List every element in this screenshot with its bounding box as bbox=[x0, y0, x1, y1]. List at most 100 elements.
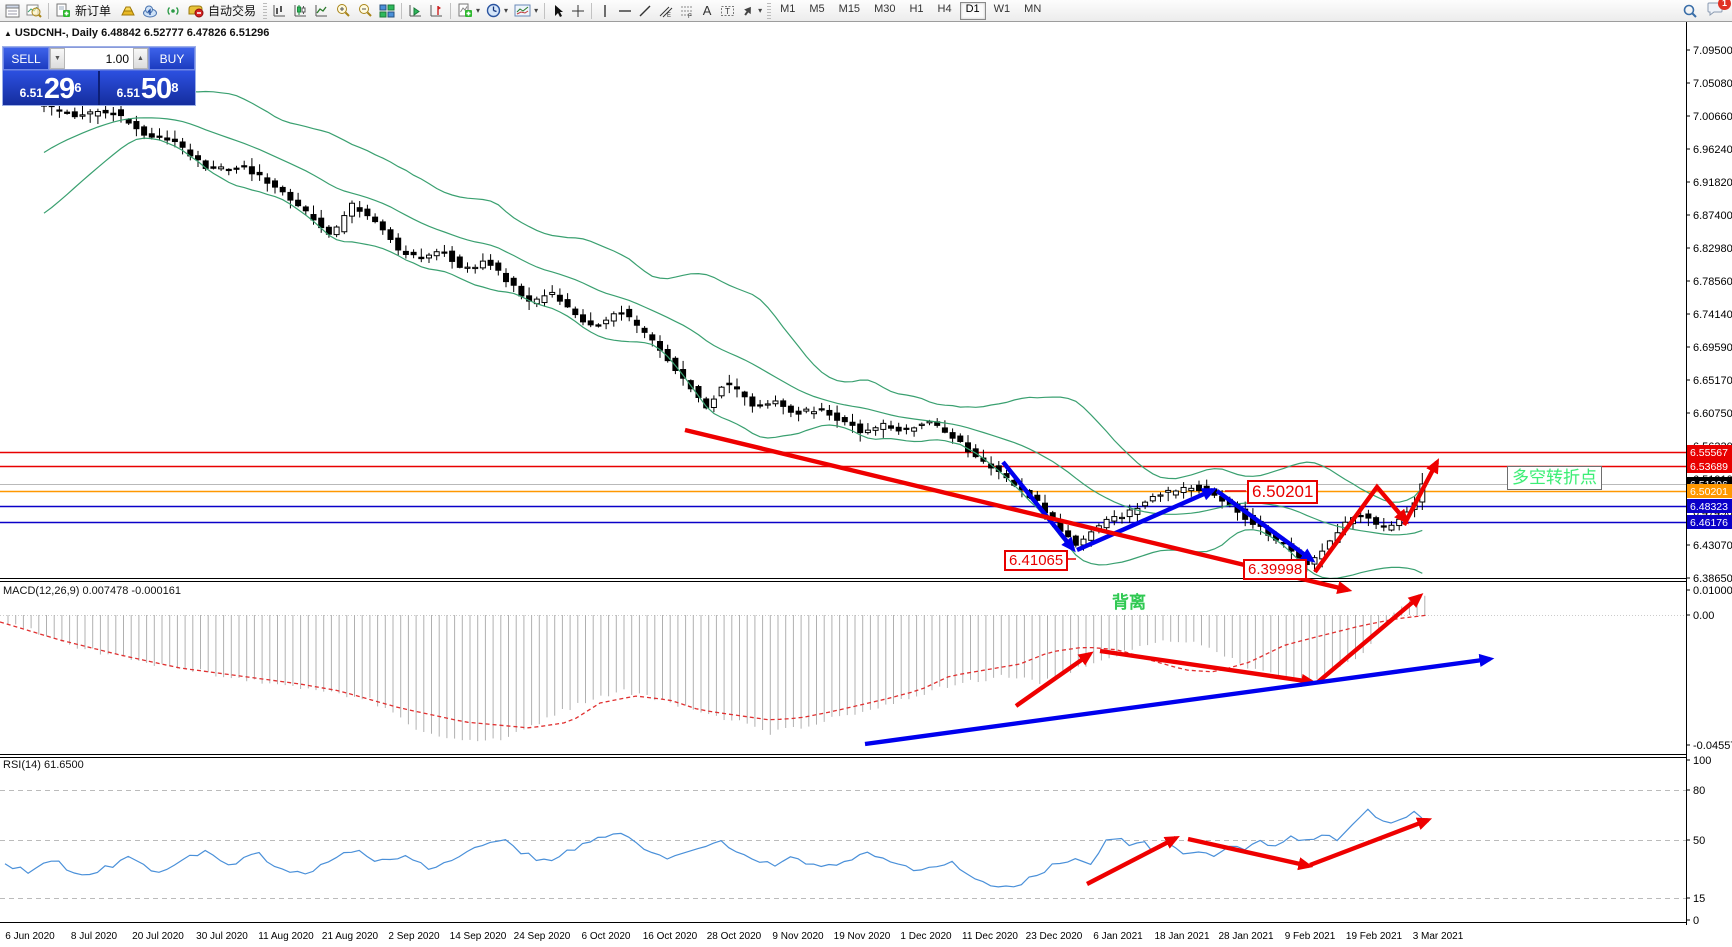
trend-arrow[interactable] bbox=[1076, 487, 1218, 553]
candle-body bbox=[472, 266, 479, 270]
timeframe-button-d1[interactable]: D1 bbox=[959, 1, 986, 20]
sell-button[interactable]: SELL bbox=[3, 47, 49, 70]
candlestick-mode-icon[interactable] bbox=[290, 1, 311, 21]
text-label-tool[interactable]: T bbox=[717, 1, 738, 21]
zoom-out-icon[interactable] bbox=[354, 1, 376, 21]
volume-increase-button[interactable]: ▲ bbox=[133, 48, 148, 69]
chart-autoscroll-icon[interactable] bbox=[405, 1, 426, 21]
rsi-indicator-label: RSI(14) 61.6500 bbox=[3, 759, 84, 771]
toolbar-grip[interactable] bbox=[767, 2, 772, 19]
candle-body bbox=[841, 417, 848, 423]
bar-chart-mode-icon[interactable] bbox=[269, 1, 290, 21]
trend-arrow[interactable] bbox=[864, 653, 1495, 747]
price-axis-tick-label: 6.43070 bbox=[1693, 540, 1732, 552]
date-axis-label: 18 Jan 2021 bbox=[1154, 931, 1209, 942]
timeframe-button-m30[interactable]: M30 bbox=[874, 2, 896, 15]
periods-dropdown-caret: ▾ bbox=[504, 6, 509, 15]
divergence-annotation[interactable]: 背离 bbox=[1112, 593, 1146, 612]
candle-body bbox=[587, 320, 594, 326]
volume-input[interactable] bbox=[65, 48, 133, 69]
timeframe-button-mn[interactable]: MN bbox=[1024, 2, 1042, 15]
data-window-icon[interactable] bbox=[23, 1, 45, 21]
candle-body bbox=[734, 386, 740, 390]
volume-decrease-button[interactable]: ▼ bbox=[50, 48, 65, 69]
collapse-triangle-icon[interactable]: ▲ bbox=[4, 29, 12, 38]
trend-arrow[interactable] bbox=[1099, 648, 1317, 688]
cursor-tool[interactable] bbox=[548, 1, 568, 21]
timeframe-button-h4[interactable]: H4 bbox=[937, 2, 952, 15]
new-order-button[interactable]: 新订单 bbox=[52, 1, 116, 21]
periods-button[interactable]: ▾ bbox=[483, 1, 511, 21]
chart-shift-icon[interactable] bbox=[426, 1, 447, 21]
price-annotation-low-1[interactable]: 6.41065 bbox=[1004, 550, 1069, 571]
candle-body bbox=[618, 312, 625, 315]
candle-body bbox=[818, 408, 825, 411]
trend-arrow[interactable] bbox=[1187, 836, 1314, 871]
template-button[interactable]: ▾ bbox=[511, 1, 541, 21]
date-axis-label: 2 Sep 2020 bbox=[388, 931, 440, 942]
timeframe-button-m1[interactable]: M1 bbox=[780, 2, 796, 15]
trendline-tool[interactable] bbox=[635, 1, 655, 21]
buy-button[interactable]: BUY bbox=[149, 47, 195, 70]
trend-arrow[interactable] bbox=[1085, 835, 1180, 886]
date-axis-label: 30 Jul 2020 bbox=[196, 931, 248, 942]
date-axis-label: 3 Mar 2021 bbox=[1413, 931, 1464, 942]
price-axis-tick-label: 6.38650 bbox=[1693, 573, 1732, 585]
rsi-line bbox=[4, 808, 1423, 888]
candle-body bbox=[641, 327, 648, 333]
market-watch-panel-icon[interactable] bbox=[2, 1, 23, 21]
equidistant-channel-tool[interactable]: E bbox=[655, 1, 676, 21]
timeframe-button-m5[interactable]: M5 bbox=[809, 2, 825, 15]
indicator-dropdown-caret: ▾ bbox=[476, 6, 481, 15]
cloud-upload-icon[interactable] bbox=[139, 1, 162, 21]
search-icon[interactable] bbox=[1679, 1, 1701, 21]
text-tool[interactable]: A bbox=[702, 3, 712, 18]
candle-body bbox=[795, 410, 802, 415]
trend-arrow[interactable] bbox=[1313, 483, 1409, 574]
trend-arrow[interactable] bbox=[1402, 458, 1440, 527]
price-tag-label: 6.46176 bbox=[1690, 517, 1728, 529]
arrows-tool[interactable]: ▾ bbox=[738, 1, 765, 21]
trend-arrow[interactable] bbox=[1014, 651, 1094, 708]
price-annotation-low-2[interactable]: 6.39998 bbox=[1243, 559, 1308, 580]
timeframe-toolbar: M1 M5 M15 M30 H1 H4 D1 W1 MN bbox=[773, 1, 1048, 20]
candle-body bbox=[1388, 524, 1395, 531]
zoom-in-icon[interactable] bbox=[332, 1, 354, 21]
timeframe-button-h1[interactable]: H1 bbox=[909, 2, 924, 15]
candle-body bbox=[1172, 490, 1179, 496]
bollinger-upper-band bbox=[43, 84, 1423, 503]
trend-arrow[interactable] bbox=[684, 427, 1353, 594]
price-axis-tick-label: 6.78560 bbox=[1693, 276, 1732, 288]
line-chart-mode-icon[interactable] bbox=[311, 1, 332, 21]
turning-point-annotation[interactable]: 多空转折点 bbox=[1507, 466, 1602, 490]
price-annotation-peak[interactable]: 6.50201 bbox=[1247, 480, 1319, 504]
timeframe-button-w1[interactable]: W1 bbox=[993, 2, 1011, 15]
horizontal-line-tool[interactable] bbox=[615, 1, 635, 21]
sell-price-panel[interactable]: 6.51 29 6 bbox=[3, 71, 98, 105]
trend-arrow[interactable] bbox=[1316, 593, 1424, 684]
gold-chart-icon[interactable] bbox=[116, 1, 139, 21]
date-axis-label: 11 Aug 2020 bbox=[258, 931, 314, 942]
price-level-tag bbox=[1687, 445, 1732, 459]
toolbar-grip[interactable] bbox=[263, 2, 268, 19]
buy-price-panel[interactable]: 6.51 50 8 bbox=[98, 71, 195, 105]
price-axis-tick-label: 6.69590 bbox=[1693, 342, 1732, 354]
timeframe-button-m15[interactable]: M15 bbox=[838, 2, 861, 15]
candle-body bbox=[310, 214, 317, 221]
trend-arrow[interactable] bbox=[1001, 460, 1076, 553]
date-axis-label: 23 Dec 2020 bbox=[1026, 931, 1083, 942]
date-axis-label: 28 Oct 2020 bbox=[707, 931, 762, 942]
fibonacci-tool[interactable]: F bbox=[676, 1, 697, 21]
trend-arrow[interactable] bbox=[1309, 817, 1433, 868]
candle-body bbox=[941, 427, 948, 433]
add-indicator-button[interactable]: ▾ bbox=[454, 1, 483, 21]
notifications-chat-icon[interactable]: 1 bbox=[1707, 0, 1731, 21]
crosshair-tool[interactable] bbox=[568, 1, 588, 21]
signal-broadcast-icon[interactable] bbox=[162, 1, 184, 21]
vertical-line-tool[interactable] bbox=[595, 1, 615, 21]
autotrading-button[interactable]: 自动交易 bbox=[184, 1, 261, 21]
trend-arrow[interactable] bbox=[1215, 489, 1316, 563]
tile-windows-icon[interactable] bbox=[376, 1, 398, 21]
